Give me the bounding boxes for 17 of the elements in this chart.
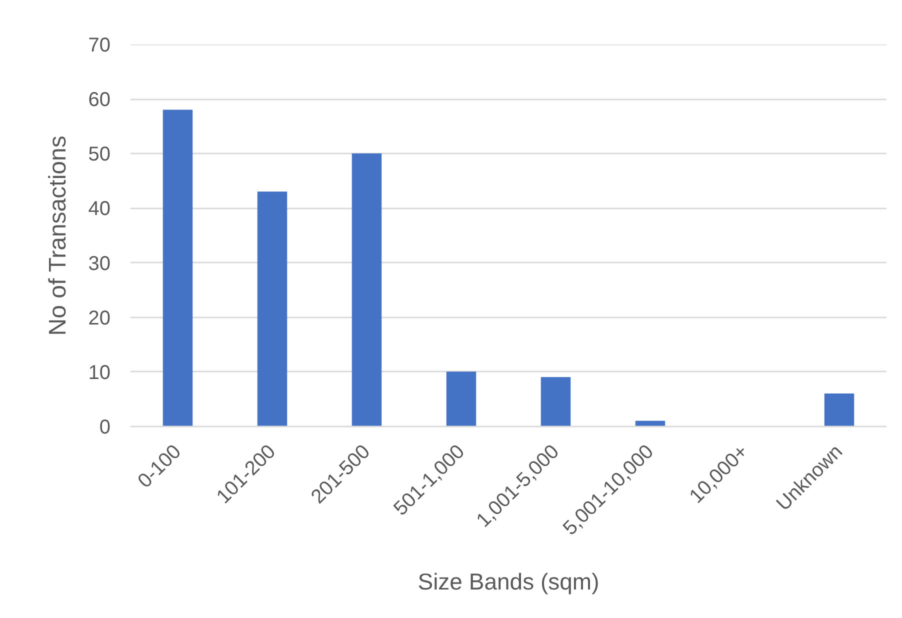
bar [257, 192, 288, 426]
y-tick-label: 20 [88, 307, 111, 330]
y-axis-title: No of Transactions [44, 136, 72, 336]
y-tick-label: 10 [88, 362, 111, 384]
y-tick-label: 40 [88, 198, 111, 220]
y-tick-label: 70 [88, 34, 111, 56]
y-tick-label: 30 [88, 252, 111, 275]
bar [824, 394, 854, 426]
bar [446, 372, 476, 426]
bar [162, 110, 193, 426]
bar [352, 153, 382, 426]
y-tick-label: 0 [99, 416, 110, 438]
bar [540, 377, 571, 426]
x-axis-title: Size Bands (sqm) [418, 568, 600, 594]
y-tick-label: 50 [88, 144, 111, 166]
y-tick-label: 60 [88, 89, 111, 112]
bar [635, 420, 666, 426]
